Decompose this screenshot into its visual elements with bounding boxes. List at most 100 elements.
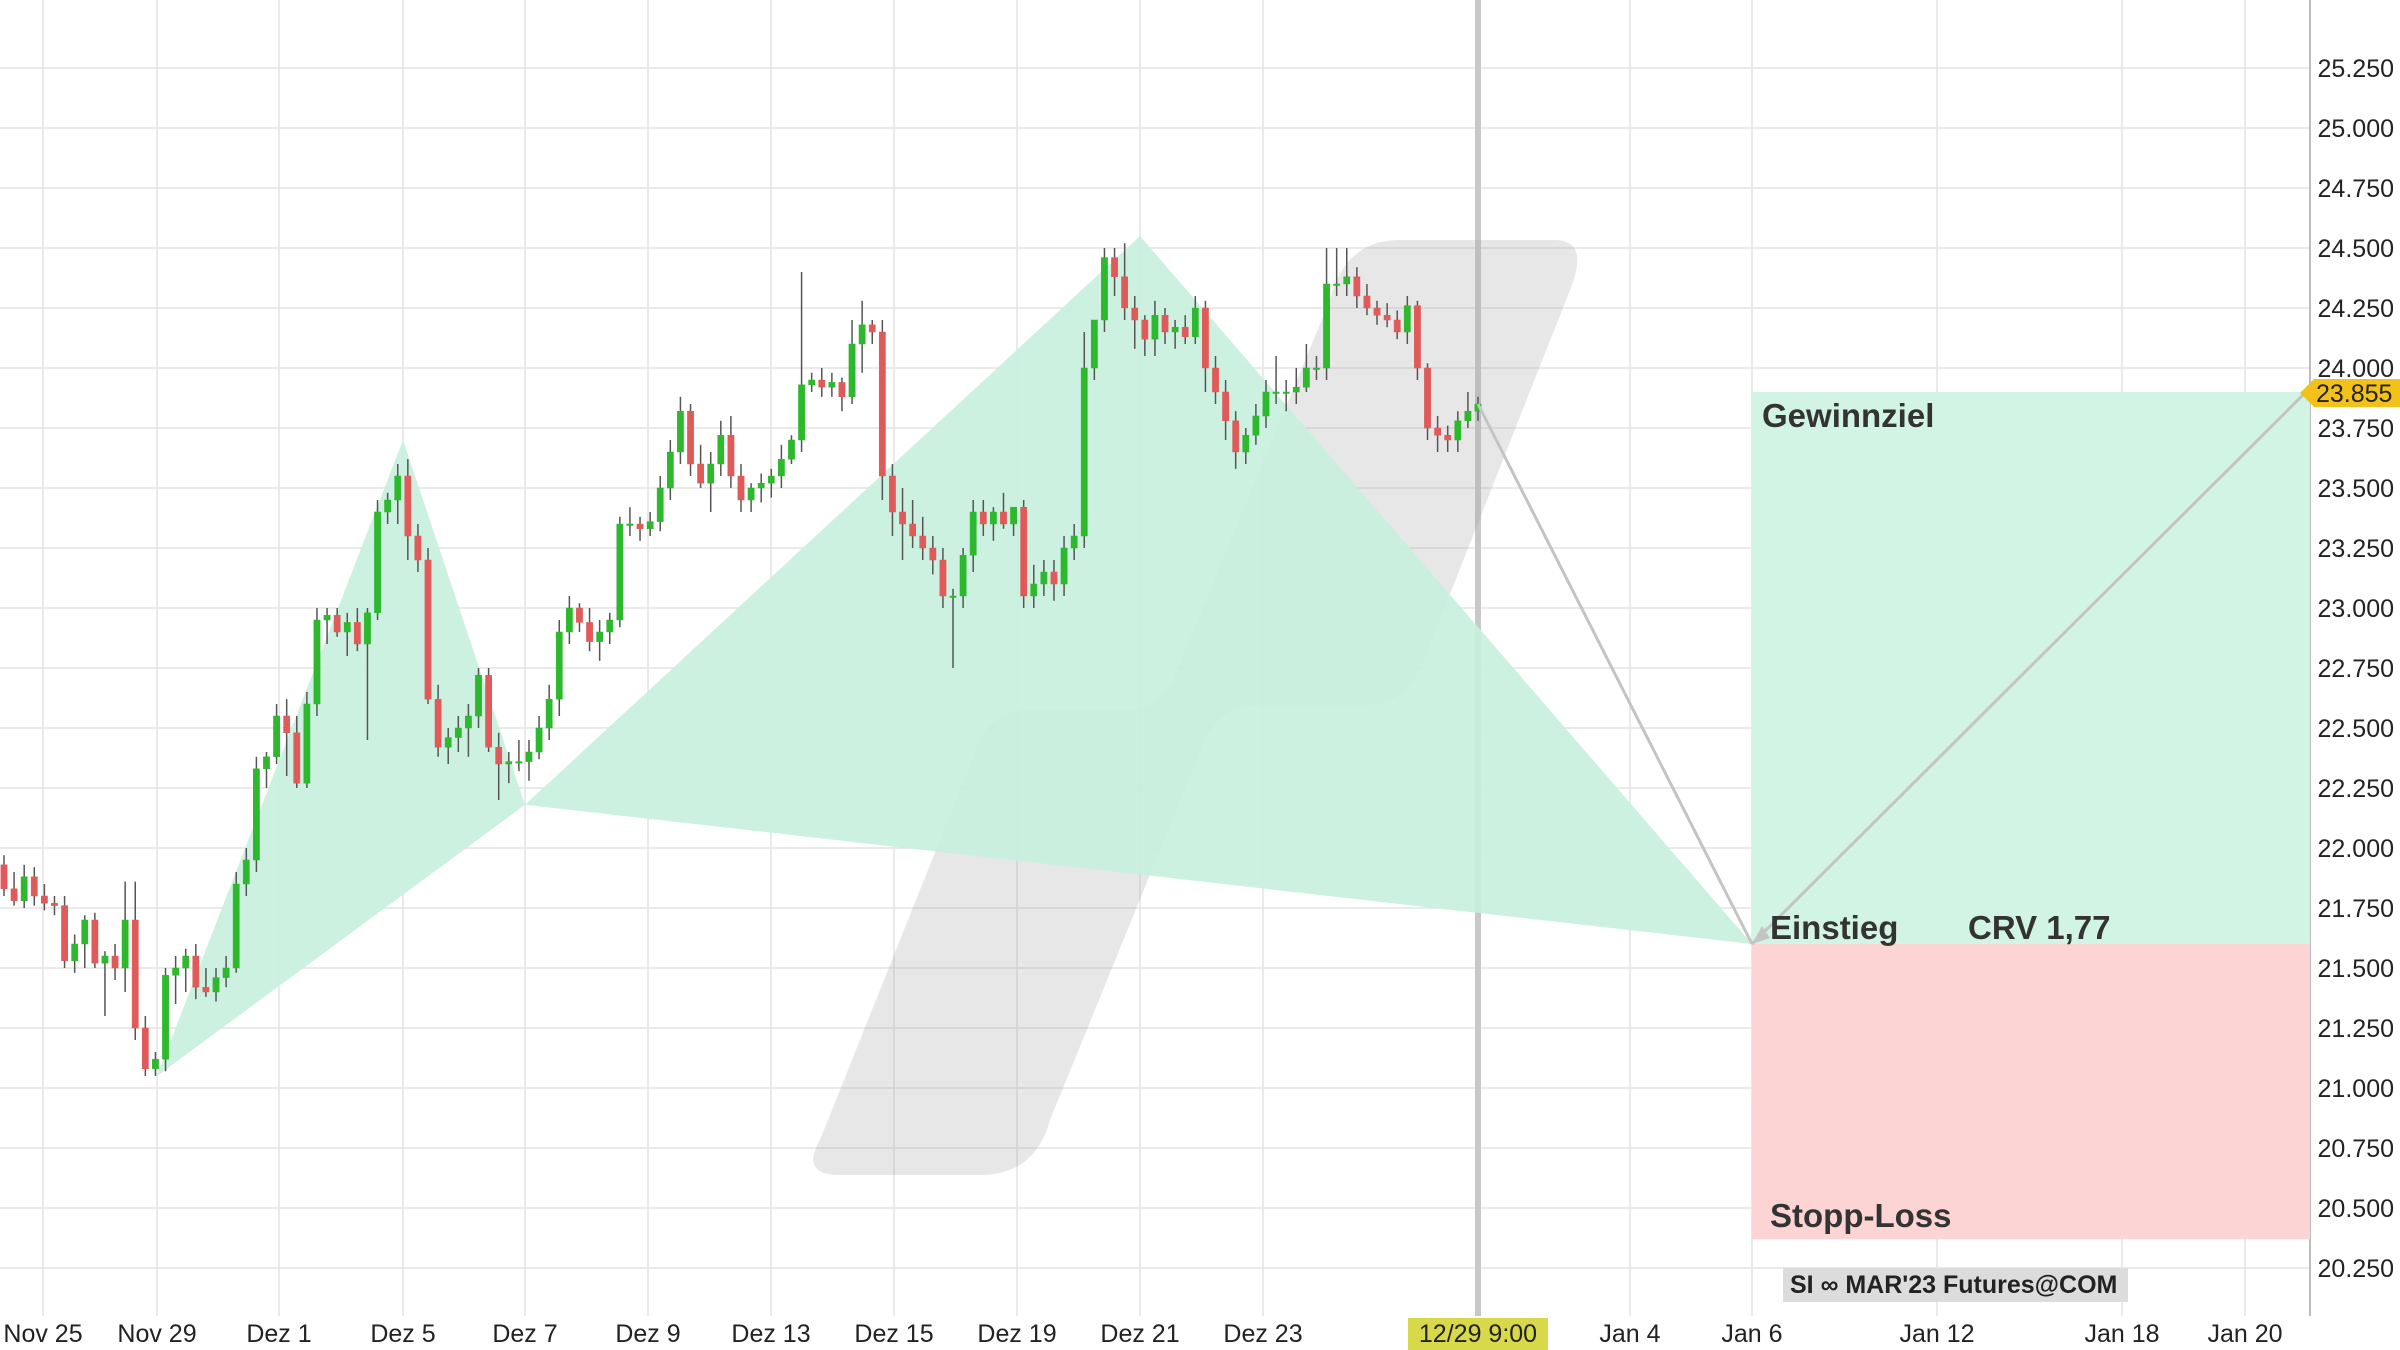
- candle: [1121, 243, 1129, 320]
- candle: [1353, 267, 1361, 308]
- candle: [1111, 248, 1118, 296]
- x-tick-label: Dez 21: [1100, 1320, 1179, 1348]
- candle-body: [1434, 427, 1441, 436]
- current-time-value: 12/29 9:00: [1419, 1320, 1537, 1348]
- candle-body: [1222, 391, 1229, 422]
- candle: [61, 896, 68, 968]
- candle: [1313, 356, 1320, 380]
- candle: [1151, 300, 1159, 356]
- candle: [1090, 319, 1098, 380]
- candle-body: [253, 768, 260, 861]
- candle: [586, 608, 593, 652]
- candle-body: [616, 523, 624, 621]
- candle: [535, 716, 543, 760]
- y-tick-label: 24.750: [2318, 175, 2394, 203]
- candle-body: [565, 607, 573, 633]
- candle: [1434, 416, 1441, 452]
- candle: [919, 516, 927, 560]
- candle-body: [576, 607, 583, 623]
- y-tick-label: 20.750: [2318, 1135, 2394, 1163]
- candle-body: [505, 761, 513, 765]
- candle-body: [848, 343, 856, 398]
- candle: [929, 536, 937, 575]
- candle-body: [778, 458, 785, 477]
- candle: [465, 704, 472, 757]
- x-tick-label: Dez 9: [615, 1320, 680, 1348]
- y-tick-label: 21.500: [2318, 955, 2394, 983]
- candle-body: [1242, 434, 1250, 453]
- candle: [313, 608, 321, 716]
- y-tick-label: 25.000: [2318, 115, 2394, 143]
- candle-body: [434, 698, 442, 748]
- candle: [1292, 368, 1300, 404]
- candle: [606, 612, 614, 644]
- candle-body: [737, 475, 745, 501]
- candle-body: [454, 727, 462, 738]
- candle-body: [485, 674, 492, 748]
- candle: [10, 872, 18, 906]
- candle: [656, 476, 664, 532]
- candle-body: [1383, 314, 1391, 321]
- candle-body: [1151, 314, 1159, 340]
- candle-body: [81, 919, 89, 945]
- candle: [202, 968, 210, 997]
- harmonic-pattern: [157, 236, 1752, 1076]
- candle-body: [1363, 295, 1371, 309]
- candle: [909, 500, 917, 548]
- candle: [495, 732, 503, 800]
- candle: [1161, 308, 1169, 344]
- candle-body: [687, 410, 694, 465]
- candle: [1454, 411, 1462, 452]
- candle-body: [868, 324, 876, 333]
- pattern-triangle-1: [157, 440, 525, 1076]
- candle: [1414, 300, 1421, 380]
- candle: [51, 896, 58, 916]
- candle: [374, 500, 381, 620]
- candle-body: [172, 967, 180, 976]
- candle-body: [273, 715, 280, 758]
- candle-body: [222, 967, 230, 978]
- candle-body: [1353, 276, 1361, 297]
- candle-body: [697, 463, 704, 484]
- candle-body: [293, 732, 301, 784]
- candle-body: [939, 559, 947, 597]
- candle-body: [20, 876, 28, 902]
- candle-body: [949, 595, 957, 598]
- candle: [1333, 248, 1341, 296]
- candle: [828, 372, 836, 397]
- candle-body: [1252, 415, 1260, 436]
- candle-body: [656, 487, 664, 522]
- candle: [263, 752, 270, 788]
- candle: [30, 867, 38, 906]
- candle: [364, 608, 371, 740]
- candle-body: [707, 463, 715, 484]
- candle: [788, 435, 795, 464]
- candle-body: [818, 379, 826, 388]
- candle-body: [1111, 257, 1118, 278]
- candle: [1060, 536, 1068, 596]
- candle-body: [10, 888, 18, 902]
- candle-body: [1020, 506, 1028, 597]
- candle-body: [969, 511, 977, 556]
- candle-body: [323, 614, 331, 621]
- candle: [868, 320, 876, 344]
- candle: [1212, 356, 1219, 404]
- candle-body: [1302, 367, 1310, 388]
- candle-body: [808, 379, 816, 386]
- candle: [454, 716, 462, 752]
- candle: [121, 881, 129, 992]
- candle: [666, 440, 674, 500]
- x-tick-label: Jan 6: [1721, 1320, 1782, 1348]
- y-tick-label: 22.500: [2318, 715, 2394, 743]
- target-label: Gewinnziel: [1762, 397, 1934, 434]
- candle: [323, 608, 331, 644]
- candle-body: [1424, 367, 1431, 429]
- x-tick-label: Jan 18: [2084, 1320, 2159, 1348]
- y-tick-label: 23.500: [2318, 475, 2394, 503]
- candle: [1080, 332, 1088, 548]
- candle: [141, 1016, 149, 1076]
- projection-up-line: [1750, 390, 2308, 946]
- candle: [1070, 524, 1078, 560]
- candle-body: [1454, 420, 1462, 441]
